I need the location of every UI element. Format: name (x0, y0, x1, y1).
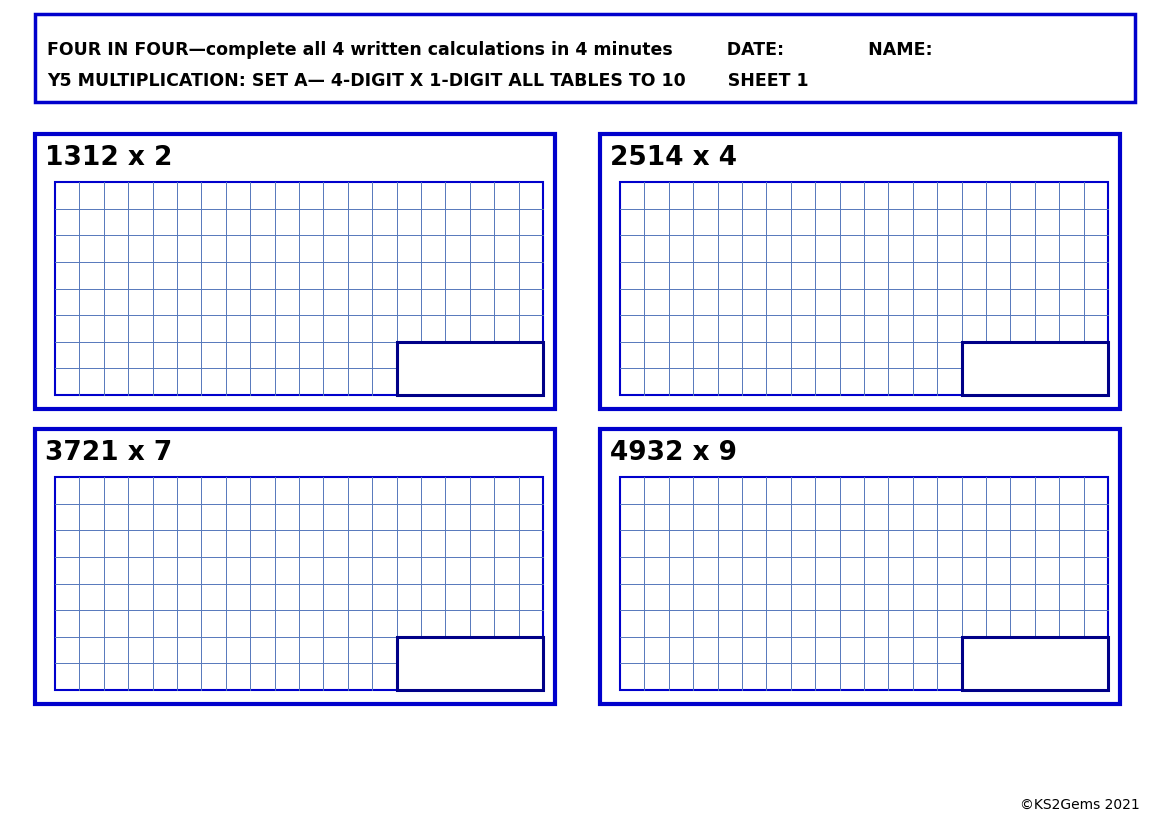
Bar (55, 477, 543, 691)
Bar (55, 183, 543, 395)
Text: ©KS2Gems 2021: ©KS2Gems 2021 (1020, 797, 1140, 811)
Bar (600, 429, 1120, 704)
Bar (35, 429, 555, 704)
Text: FOUR IN FOUR—complete all 4 written calculations in 4 minutes         DATE:     : FOUR IN FOUR—complete all 4 written calc… (47, 41, 932, 59)
Text: 4932 x 9: 4932 x 9 (610, 439, 737, 466)
Text: Y5 MULTIPLICATION: SET A— 4-DIGIT X 1-DIGIT ALL TABLES TO 10       SHEET 1: Y5 MULTIPLICATION: SET A— 4-DIGIT X 1-DI… (47, 72, 808, 90)
Bar (397, 637, 543, 691)
Bar (600, 135, 1120, 409)
Bar (35, 135, 555, 409)
Bar (35, 15, 1135, 103)
Text: 2514 x 4: 2514 x 4 (610, 145, 737, 171)
Bar (397, 342, 543, 395)
Bar (620, 183, 1108, 395)
Text: 3721 x 7: 3721 x 7 (44, 439, 172, 466)
Text: 1312 x 2: 1312 x 2 (44, 145, 172, 171)
Bar (620, 477, 1108, 691)
Bar (962, 637, 1108, 691)
Bar (962, 342, 1108, 395)
